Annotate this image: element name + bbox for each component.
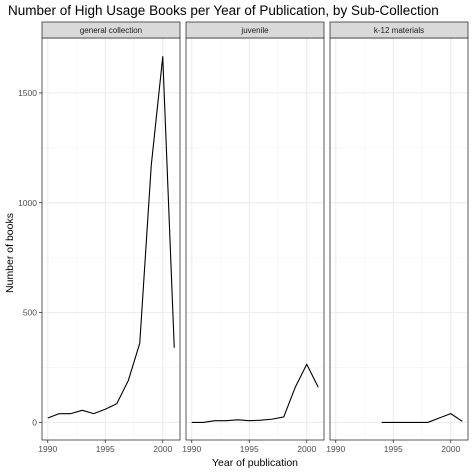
x-tick-label: 2000	[441, 444, 460, 454]
x-tick-label: 1990	[326, 444, 345, 454]
y-tick-label: 0	[32, 417, 37, 427]
series-line	[47, 56, 175, 419]
panel-background	[42, 38, 180, 440]
series-line	[381, 413, 463, 423]
facet-strip-label: juvenile	[240, 26, 269, 35]
panel-background	[330, 38, 468, 440]
facet-panel: juvenile 1990 1995 2000	[182, 21, 325, 454]
facet-strip-label: general collection	[80, 26, 142, 35]
chart-title: Number of High Usage Books per Year of P…	[8, 3, 439, 18]
x-axis-title: Year of publication	[212, 457, 298, 469]
x-tick-label: 1995	[240, 444, 259, 454]
x-tick-label: 1995	[96, 444, 115, 454]
facet-strip	[41, 21, 181, 39]
facet-panel: general collection 1990 1995 2000	[38, 21, 181, 454]
x-tick-label: 1995	[384, 444, 403, 454]
facet-panels: general collection 1990 1995 2000 juvenile 19…	[38, 21, 469, 454]
panel-background	[186, 38, 324, 440]
y-tick-label: 1500	[18, 88, 37, 98]
x-tick-label: 2000	[297, 444, 316, 454]
x-tick-label: 1990	[182, 444, 201, 454]
x-tick-label: 1990	[38, 444, 57, 454]
x-tick-label: 2000	[153, 444, 172, 454]
facet-strip	[185, 21, 325, 39]
y-axis: 0 500 1000 1500	[18, 88, 42, 427]
facet-panel: k-12 materials 1990 1995 2000	[326, 21, 469, 454]
y-tick-label: 1000	[18, 198, 37, 208]
facet-strip	[329, 21, 469, 39]
y-axis-title: Number of books	[4, 213, 16, 293]
facet-strip-label: k-12 materials	[374, 26, 424, 35]
y-tick-label: 500	[23, 308, 37, 318]
series-line	[191, 363, 319, 423]
